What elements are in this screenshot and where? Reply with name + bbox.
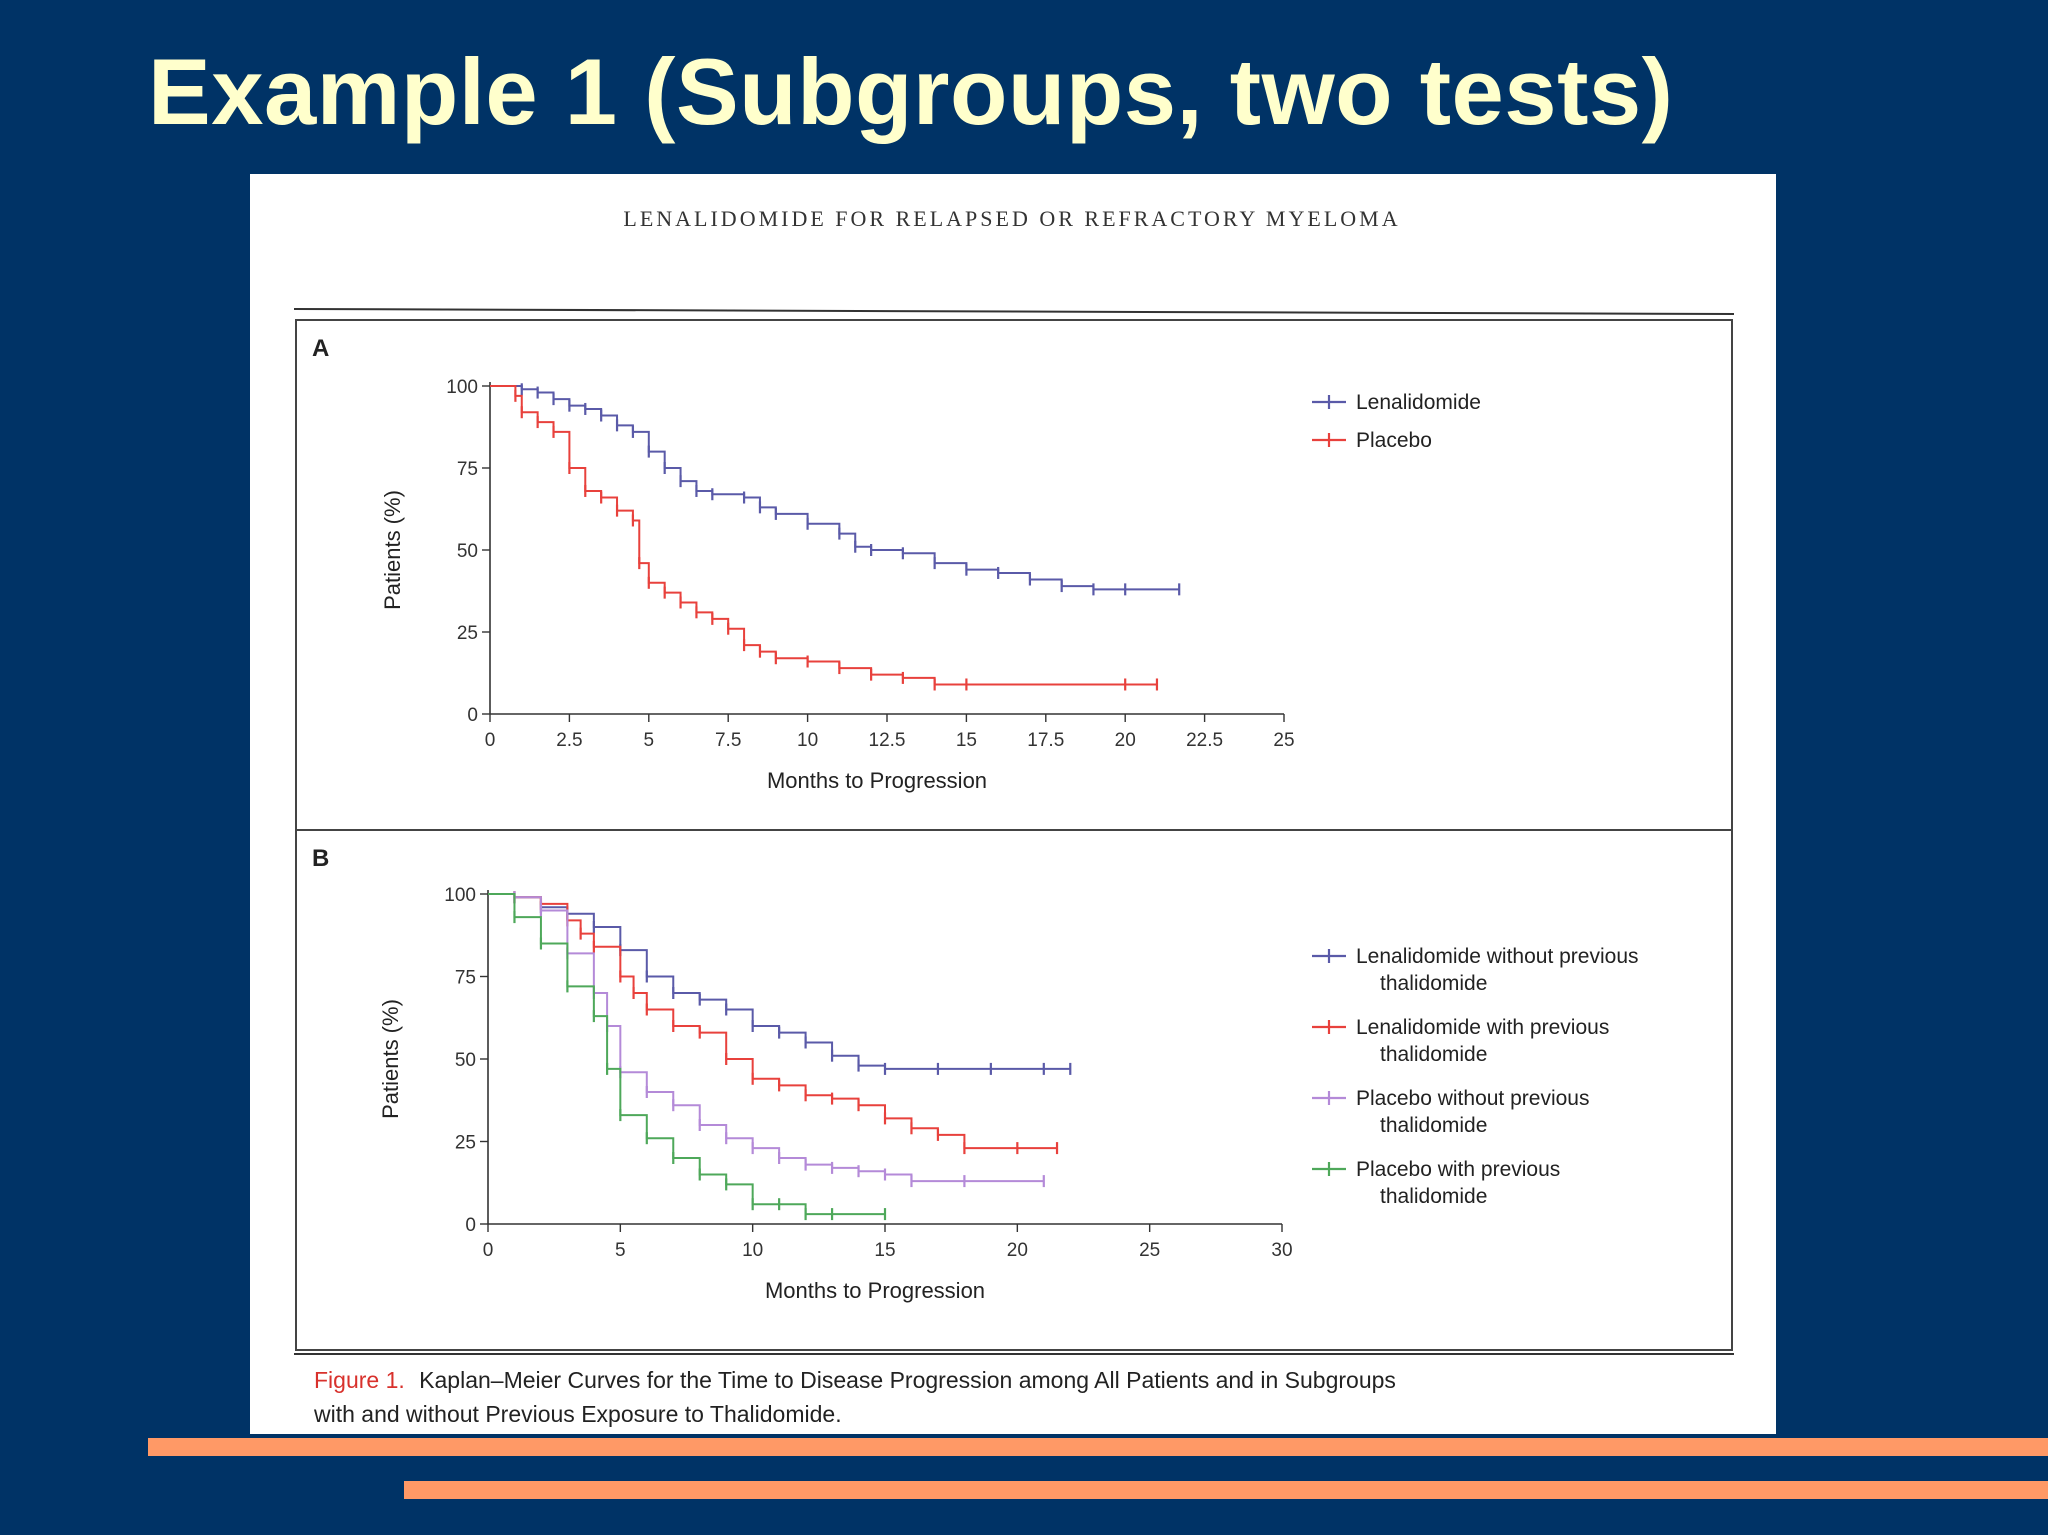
y-tick-label: 100 bbox=[444, 885, 476, 906]
y-tick-label: 75 bbox=[457, 459, 478, 480]
accent-bar-bottom bbox=[404, 1481, 2048, 1499]
legend-label: Lenalidomide without previous thalidomide bbox=[1356, 945, 1639, 995]
y-tick-label: 50 bbox=[457, 541, 478, 562]
y-tick-label: 0 bbox=[467, 705, 478, 726]
x-tick-label: 20 bbox=[1007, 1240, 1028, 1261]
km-figure-svg: LENALIDOMIDE FOR RELAPSED OR REFRACTORY … bbox=[293, 206, 1735, 1427]
legend-label-line-2: thalidomide bbox=[1380, 1043, 1487, 1066]
x-tick-label: 30 bbox=[1271, 1240, 1292, 1261]
legend-label: Placebo with previous thalidomide bbox=[1356, 1158, 1560, 1208]
legend-label-line-1: Lenalidomide with previous bbox=[1356, 1016, 1609, 1039]
series-line bbox=[488, 893, 885, 1216]
legend-label-line-2: thalidomide bbox=[1380, 1185, 1487, 1208]
y-tick-label: 75 bbox=[455, 968, 476, 989]
km-figure: LENALIDOMIDE FOR RELAPSED OR REFRACTORY … bbox=[250, 174, 1776, 1434]
accent-bar-top bbox=[148, 1438, 2048, 1456]
series-line bbox=[490, 385, 1180, 591]
legend-label-line-1: Placebo without previous bbox=[1356, 1087, 1589, 1110]
x-axis-label: Months to Progression bbox=[765, 1278, 985, 1303]
x-tick-label: 5 bbox=[644, 730, 655, 751]
x-tick-label: 10 bbox=[797, 730, 818, 751]
x-tick-label: 5 bbox=[615, 1240, 626, 1261]
x-tick-label: 0 bbox=[485, 730, 496, 751]
panel-a-plot: 0 2.5 5 7.5 10 12.5 15 17.5 20 22.5 25 0 25 50 75 100 Mo… bbox=[380, 377, 1481, 793]
caption-line-2: with and without Previous Exposure to Th… bbox=[313, 1401, 842, 1427]
legend-label: Placebo bbox=[1356, 429, 1432, 452]
figure-header: LENALIDOMIDE FOR RELAPSED OR REFRACTORY … bbox=[623, 206, 1400, 231]
slide-title: Example 1 (Subgroups, two tests) bbox=[148, 39, 1674, 144]
legend-label: Lenalidomide with previous thalidomide bbox=[1356, 1016, 1609, 1066]
caption-line-1: Kaplan–Meier Curves for the Time to Dise… bbox=[419, 1367, 1396, 1393]
x-tick-label: 15 bbox=[874, 1240, 895, 1261]
panel-b-plot: 0 5 10 15 20 25 30 0 25 50 75 100 Months to Progress… bbox=[378, 885, 1639, 1303]
legend-label: Lenalidomide bbox=[1356, 391, 1481, 414]
x-tick-label: 20 bbox=[1115, 730, 1136, 751]
legend-label: Placebo without previous thalidomide bbox=[1356, 1087, 1589, 1137]
y-axis-label: Patients (%) bbox=[380, 490, 405, 610]
y-tick-label: 100 bbox=[446, 377, 478, 398]
y-tick-label: 0 bbox=[465, 1215, 476, 1236]
panel-b-frame bbox=[295, 829, 1733, 1351]
panel-a-letter: A bbox=[312, 335, 329, 362]
y-axis-label: Patients (%) bbox=[378, 999, 403, 1119]
series-line bbox=[490, 385, 1157, 686]
series-line bbox=[488, 893, 1044, 1183]
y-tick-label: 25 bbox=[457, 623, 478, 644]
x-tick-label: 2.5 bbox=[556, 730, 582, 751]
figure-caption: Figure 1. Kaplan–Meier Curves for the Ti… bbox=[313, 1367, 1402, 1427]
panel-a-frame bbox=[295, 319, 1733, 831]
legend-label-line-2: thalidomide bbox=[1380, 972, 1487, 995]
y-tick-label: 50 bbox=[455, 1050, 476, 1071]
legend-label-line-1: Placebo with previous bbox=[1356, 1158, 1560, 1181]
x-tick-label: 22.5 bbox=[1186, 730, 1223, 751]
x-tick-label: 12.5 bbox=[869, 730, 906, 751]
x-tick-label: 7.5 bbox=[715, 730, 741, 751]
caption-label: Figure 1. bbox=[314, 1367, 405, 1393]
x-tick-label: 0 bbox=[483, 1240, 494, 1261]
legend-label-line-2: thalidomide bbox=[1380, 1114, 1487, 1137]
x-tick-label: 25 bbox=[1273, 730, 1294, 751]
legend-label-line-1: Lenalidomide without previous bbox=[1356, 945, 1639, 968]
panel-b-letter: B bbox=[312, 845, 329, 872]
y-tick-label: 25 bbox=[455, 1133, 476, 1154]
x-tick-label: 25 bbox=[1139, 1240, 1160, 1261]
header-rule bbox=[293, 308, 1735, 315]
x-axis-label: Months to Progression bbox=[767, 768, 987, 793]
x-tick-label: 15 bbox=[956, 730, 977, 751]
x-tick-label: 17.5 bbox=[1027, 730, 1064, 751]
x-tick-label: 10 bbox=[742, 1240, 763, 1261]
series-line bbox=[488, 893, 1058, 1150]
